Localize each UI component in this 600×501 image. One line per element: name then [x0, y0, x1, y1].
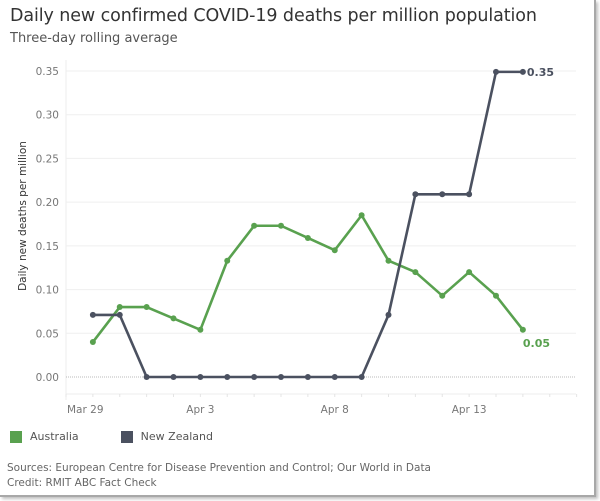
y-tick-label: 0.30	[36, 110, 59, 122]
series-lines: 0.05 0.35	[89, 66, 554, 380]
footer: Sources: European Centre for Disease Pre…	[7, 461, 431, 491]
data-point	[278, 374, 284, 380]
data-point	[224, 374, 231, 380]
data-point	[412, 269, 419, 276]
y-tick-label: 0.25	[36, 153, 59, 165]
data-point	[170, 374, 177, 380]
data-point	[224, 257, 231, 264]
data-point	[385, 257, 392, 264]
data-point	[358, 212, 365, 219]
chart-subtitle: Three-day rolling average	[10, 31, 178, 46]
legend-label: New Zealand	[140, 430, 213, 443]
y-tick-label: 0.00	[36, 372, 59, 384]
data-point	[412, 191, 419, 198]
x-tick-label: Apr 13	[452, 404, 487, 416]
y-tick-label: 0.10	[36, 285, 59, 297]
y-axis-label: Daily new deaths per million	[17, 141, 29, 291]
data-point	[197, 374, 204, 380]
data-point	[116, 304, 123, 311]
legend-swatch-australia	[10, 430, 22, 443]
data-point	[466, 269, 473, 276]
x-tick-label: Apr 8	[321, 404, 349, 416]
legend-item-australia[interactable]: Australia	[10, 430, 79, 443]
data-point	[331, 247, 338, 254]
legend: Australia New Zealand	[10, 430, 255, 443]
data-point	[251, 222, 258, 229]
data-point	[89, 311, 96, 318]
y-axis-ticks: 0.00 0.05 0.10 0.15 0.20 0.25 0.30 0.35	[36, 66, 59, 384]
legend-item-new-zealand[interactable]: New Zealand	[120, 430, 213, 443]
data-point	[304, 234, 311, 241]
data-point	[197, 326, 204, 333]
series-australia: 0.05	[89, 212, 550, 350]
credit-text: Credit: RMIT ABC Fact Check	[7, 477, 157, 489]
data-point	[251, 374, 258, 380]
data-point	[466, 191, 473, 198]
series-line	[92, 70, 523, 379]
data-point	[116, 311, 123, 318]
data-point	[493, 68, 499, 75]
gridlines	[65, 60, 576, 400]
data-point	[304, 374, 311, 380]
data-point	[278, 222, 284, 229]
end-value-label: 0.05	[523, 337, 550, 350]
data-point	[439, 292, 446, 299]
sources-text: Sources: European Centre for Disease Pre…	[7, 462, 431, 474]
y-tick-label: 0.35	[36, 66, 59, 78]
y-tick-label: 0.15	[36, 241, 59, 253]
legend-label: Australia	[30, 430, 79, 443]
data-point	[143, 374, 150, 380]
y-tick-label: 0.05	[36, 328, 59, 340]
data-point	[493, 292, 499, 299]
data-point	[170, 315, 177, 322]
data-point	[519, 68, 526, 75]
data-point	[358, 374, 365, 380]
data-point	[143, 304, 150, 311]
data-point	[89, 339, 96, 346]
legend-swatch-new-zealand	[120, 430, 133, 443]
end-value-label: 0.35	[527, 66, 554, 79]
line-chart: 0.00 0.05 0.10 0.15 0.20 0.25 0.30 0.35 Mar 29 A…	[17, 60, 578, 416]
x-tick-label: Apr 3	[186, 404, 214, 416]
chart-title: Daily new confirmed COVID-19 deaths per …	[10, 6, 537, 26]
data-point	[331, 374, 338, 380]
series-new-zealand: 0.35	[89, 66, 554, 380]
data-point	[439, 191, 446, 198]
x-tick-label: Mar 29	[67, 404, 104, 416]
series-line	[91, 213, 524, 343]
y-tick-label: 0.20	[36, 197, 59, 209]
data-point	[519, 326, 526, 333]
x-axis-ticks: Mar 29 Apr 3 Apr 8 Apr 13	[65, 394, 578, 416]
data-point	[385, 311, 392, 318]
